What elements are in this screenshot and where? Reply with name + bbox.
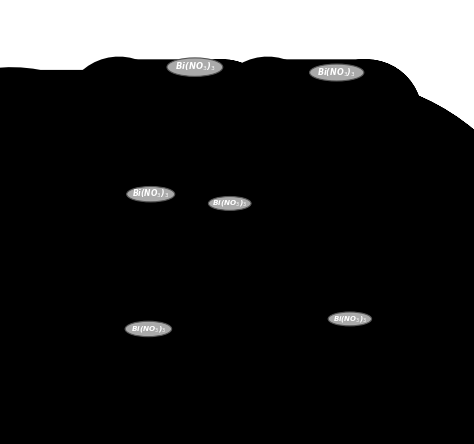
Text: Ph: Ph <box>179 286 189 295</box>
Text: Bi(NO$_3$)$_3$: Bi(NO$_3$)$_3$ <box>333 314 367 324</box>
Text: Ph: Ph <box>296 118 307 127</box>
Text: $\ddot{N}$H$_2$: $\ddot{N}$H$_2$ <box>107 99 125 115</box>
Text: N: N <box>392 349 399 358</box>
Text: N: N <box>301 206 308 216</box>
Text: H: H <box>290 232 297 241</box>
Text: +: + <box>130 106 144 124</box>
Text: Ph: Ph <box>312 218 322 227</box>
Text: Ph: Ph <box>313 283 324 292</box>
Text: N: N <box>292 108 298 117</box>
Text: Ph: Ph <box>392 338 403 347</box>
Ellipse shape <box>310 64 364 81</box>
Text: N: N <box>306 309 312 318</box>
Text: Bi(NO$_3$)$_3$: Bi(NO$_3$)$_3$ <box>317 66 356 79</box>
Text: (ii): (ii) <box>78 291 89 300</box>
Text: ═: ═ <box>173 308 177 317</box>
Ellipse shape <box>167 58 223 76</box>
Text: NH$_2$: NH$_2$ <box>164 227 182 240</box>
Text: NH$_2$: NH$_2$ <box>107 174 125 186</box>
Text: NH$_2$: NH$_2$ <box>107 116 125 129</box>
Text: Ph: Ph <box>164 114 174 123</box>
Text: O: O <box>301 103 308 112</box>
Text: H: H <box>313 297 320 306</box>
Text: H: H <box>192 114 199 123</box>
Text: $\oplus$: $\oplus$ <box>294 277 305 288</box>
Ellipse shape <box>127 186 175 202</box>
Text: Bi(NO$_3$)$_3$: Bi(NO$_3$)$_3$ <box>212 198 247 208</box>
Text: Bi(NO$_3$)$_3$: Bi(NO$_3$)$_3$ <box>306 318 337 328</box>
Ellipse shape <box>125 321 172 337</box>
Text: (i): (i) <box>78 212 87 221</box>
Text: Ph: Ph <box>176 209 187 218</box>
Text: Bi(NO$_3$)$_3$: Bi(NO$_3$)$_3$ <box>131 324 166 334</box>
Text: H: H <box>395 244 401 254</box>
Text: Ph: Ph <box>415 257 425 266</box>
Text: N: N <box>164 209 170 218</box>
Text: N: N <box>107 160 114 170</box>
Text: N: N <box>404 249 410 258</box>
Text: N: N <box>166 308 173 317</box>
Text: H: H <box>289 99 295 109</box>
Text: Ph: Ph <box>120 160 130 170</box>
Text: N: N <box>392 365 399 373</box>
Text: Bi(NO$_3$)$_3$: Bi(NO$_3$)$_3$ <box>174 61 215 73</box>
Text: H: H <box>290 204 297 213</box>
Text: 空气氧化: 空气氧化 <box>327 213 348 222</box>
Text: [1,3] H– 迁移: [1,3] H– 迁移 <box>320 290 369 300</box>
Ellipse shape <box>209 197 251 210</box>
Text: N: N <box>166 286 173 295</box>
Text: ═: ═ <box>173 286 177 295</box>
Text: Bi(NO$_3$)$_3$: Bi(NO$_3$)$_3$ <box>132 188 169 200</box>
Text: N: N <box>404 264 410 274</box>
Text: ═: ═ <box>170 209 175 218</box>
Text: NH$_2$: NH$_2$ <box>287 121 305 134</box>
Text: Ph: Ph <box>179 308 189 317</box>
Text: N: N <box>301 230 308 239</box>
Ellipse shape <box>328 312 372 326</box>
Text: ═: ═ <box>113 160 118 170</box>
Text: Ph: Ph <box>313 306 324 315</box>
Text: Ph: Ph <box>403 357 414 366</box>
Text: H: H <box>310 107 316 115</box>
Text: O: O <box>186 101 193 110</box>
